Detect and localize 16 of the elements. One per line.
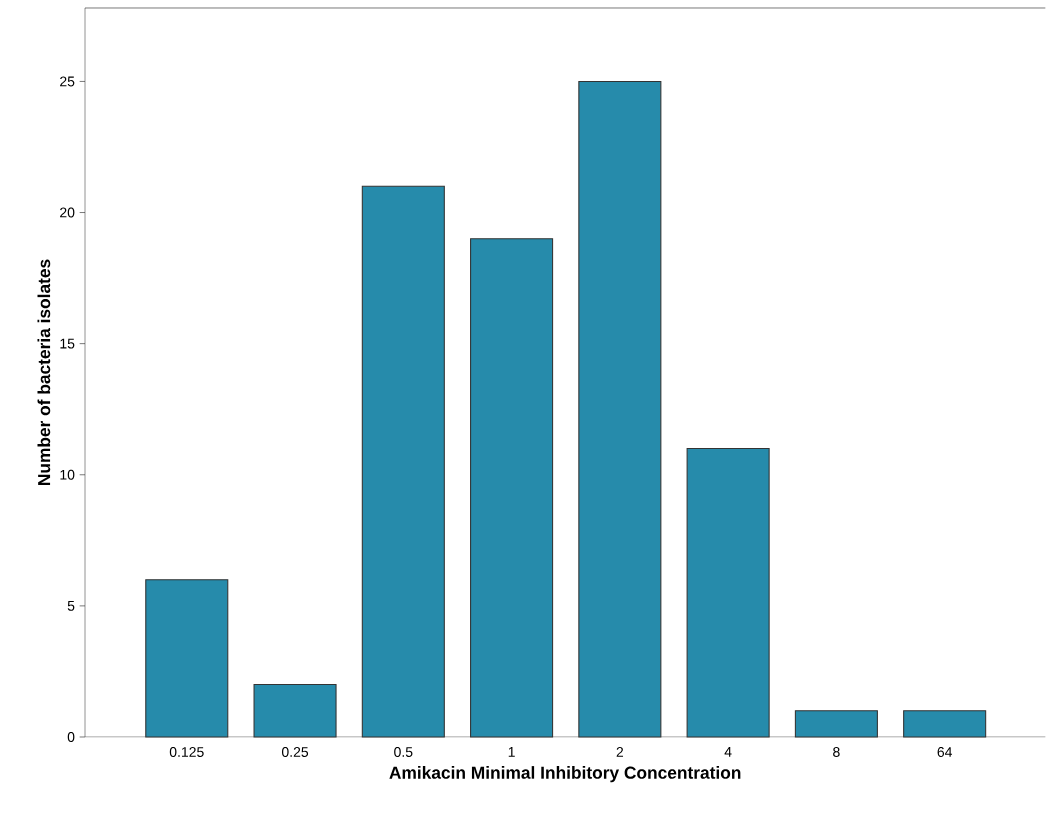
x-tick-label: 8 [833, 747, 840, 757]
y-tick-label: 10 [60, 469, 75, 480]
x-axis-title: Amikacin Minimal Inhibitory Concentration [389, 766, 741, 783]
x-tick-label: 0.25 [281, 747, 309, 757]
x-tick-label: 2 [616, 747, 624, 757]
y-tick-label: 15 [60, 338, 75, 349]
y-tick-label: 5 [67, 601, 75, 611]
y-tick-label: 25 [60, 76, 75, 87]
y-tick-label: 0 [67, 732, 75, 742]
y-axis-title: Number of bacteria isolates [37, 259, 51, 486]
x-tick-label: 1 [508, 747, 515, 757]
x-tick-label: 0.125 [169, 747, 204, 757]
x-tick-label: 0.5 [394, 747, 413, 757]
x-tick-label: 64 [937, 747, 953, 757]
y-tick-label: 20 [60, 207, 75, 218]
x-tick-label: 4 [724, 747, 732, 757]
